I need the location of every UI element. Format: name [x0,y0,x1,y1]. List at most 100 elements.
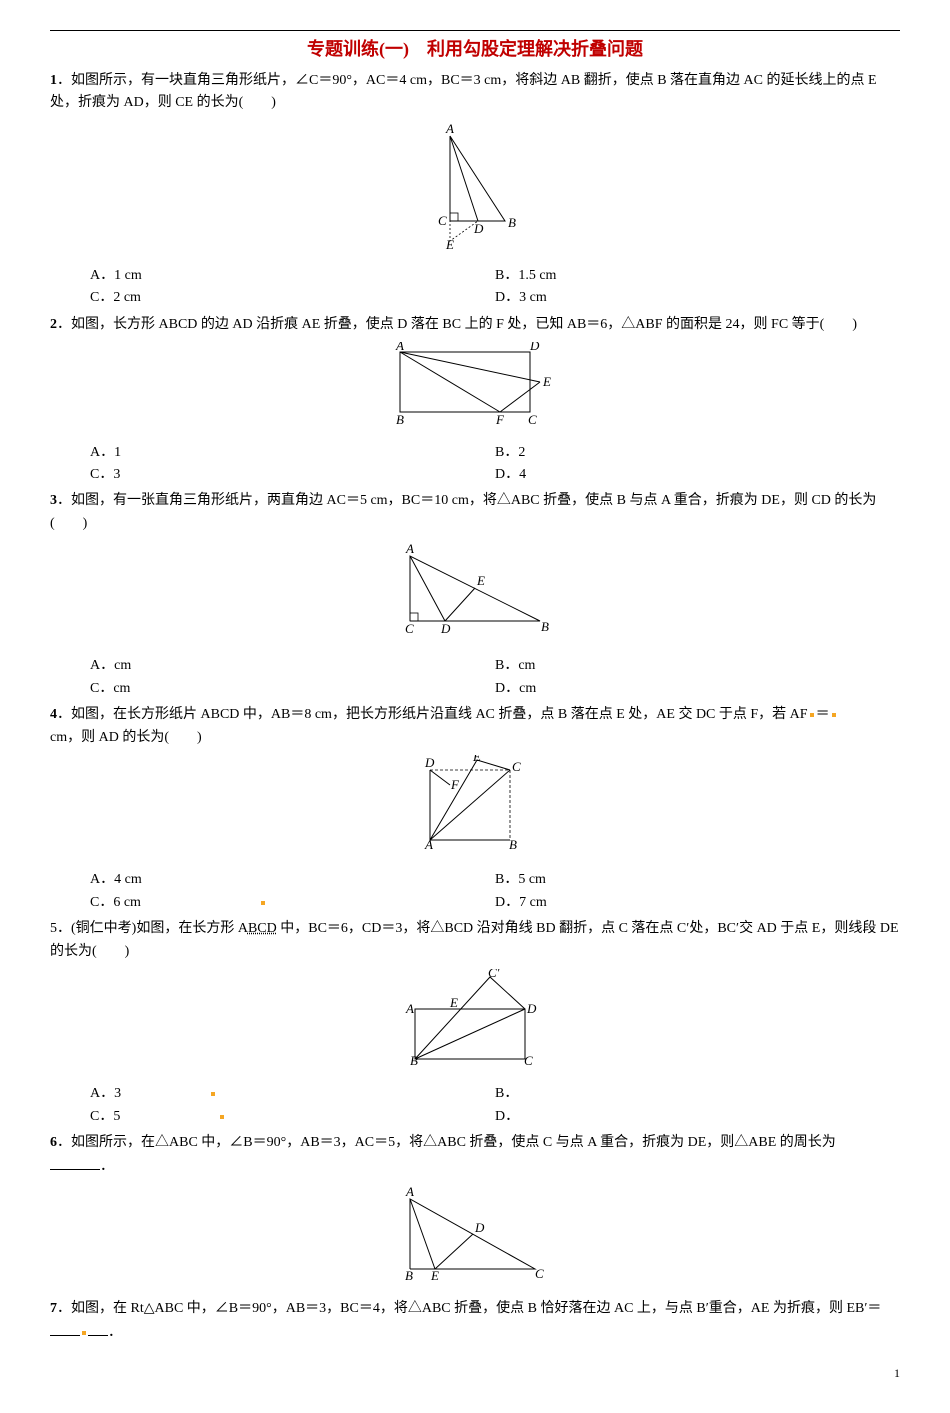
problem-7: 7．如图，在 Rt△ABC 中，∠B＝90°，AB＝3，BC＝4，将△ABC 折… [50,1298,900,1344]
problem-4: 4．如图，在长方形纸片 ABCD 中，AB＝8 cm，把长方形纸片沿直线 AC … [50,704,900,749]
svg-text:B: B [509,837,517,852]
blank-input [50,1155,100,1170]
svg-text:C: C [528,412,537,427]
problem-3: 3．如图，有一张直角三角形纸片，两直角边 AC＝5 cm，BC＝10 cm，将△… [50,490,900,535]
q3-opt-c: C．cm [90,678,495,700]
svg-text:E: E [476,573,485,588]
q2-text: ．如图，长方形 ABCD 的边 AD 沿折痕 AE 折叠，使点 D 落在 BC … [57,317,857,332]
figure-6: A B E C D [50,1184,900,1292]
q2-opt-b: B．2 [495,442,900,464]
q2-num: 2 [50,317,57,332]
svg-text:A: A [445,121,454,136]
q5-opt-c: C．5 [90,1106,495,1128]
q5-text-mid: BCD [248,921,277,936]
page-title: 专题训练(一) 利用勾股定理解决折叠问题 [50,35,900,64]
q4-num: 4 [50,707,57,722]
q4-opt-a: A．4 cm [90,869,495,891]
q4-options: A．4 cm B．5 cm C．6 cm D．7 cm [50,869,900,914]
page-number: 1 [50,1364,900,1383]
q6-text: ．如图所示，在△ABC 中，∠B＝90°，AB＝3，AC＝5，将△ABC 折叠，… [57,1135,836,1150]
svg-text:A: A [395,342,404,353]
q5-options: A．3 B． C．5 D． [50,1083,900,1128]
svg-text:B: B [541,619,549,634]
q2-opt-a: A．1 [90,442,495,464]
figure-4: D C A B E F [50,755,900,863]
svg-text:D: D [529,342,540,353]
q5-opt-a: A．3 [90,1083,495,1105]
q3-opt-a: A．cm [90,655,495,677]
q7-after: ． [108,1325,122,1340]
q6-num: 6 [50,1135,57,1150]
svg-text:B: B [405,1268,413,1283]
svg-text:D: D [474,1220,485,1235]
q3-num: 3 [50,493,57,508]
svg-text:E: E [542,374,551,389]
figure-5: A E D B C C′ [50,969,900,1077]
title-part-black: 专题训练(一) [307,39,427,59]
svg-text:C′: C′ [488,969,500,980]
q4-text-line2: cm，则 AD 的长为( ) [50,730,202,745]
q2-opt-d: D．4 [495,464,900,486]
q5-opt-d: D． [495,1106,900,1128]
q2-opt-c: C．3 [90,464,495,486]
q5-text-before: ．(铜仁中考)如图，在长方形 A [57,921,248,936]
svg-text:A: A [405,1184,414,1199]
svg-text:D: D [473,221,484,236]
dot-icon [261,901,265,905]
svg-text:B: B [508,215,516,230]
q5-opt-b: B． [495,1083,900,1105]
svg-text:A: A [405,541,414,556]
svg-text:F: F [495,412,505,427]
q1-opt-a: A．1 cm [90,265,495,287]
dot-icon [832,713,836,717]
q7-text: ．如图，在 Rt△ABC 中，∠B＝90°，AB＝3，BC＝4，将△ABC 折叠… [57,1301,881,1316]
title-part-red: 利用勾股定理解决折叠问题 [427,39,643,59]
svg-text:C: C [512,759,521,774]
q3-opt-b: B．cm [495,655,900,677]
problem-1: 1．如图所示，有一块直角三角形纸片，∠C＝90°，AC＝4 cm，BC＝3 cm… [50,70,900,115]
q6-after: ． [100,1159,114,1174]
q1-opt-b: B．1.5 cm [495,265,900,287]
svg-text:D: D [526,1001,537,1016]
svg-text:D: D [424,755,435,770]
q7-num: 7 [50,1301,57,1316]
svg-text:B: B [396,412,404,427]
svg-text:F: F [450,777,460,792]
svg-text:E: E [445,237,454,251]
svg-text:A: A [424,837,433,852]
dot-icon [810,713,814,717]
q1-options: A．1 cm B．1.5 cm C．2 cm D．3 cm [50,265,900,310]
svg-text:C: C [405,621,414,636]
svg-text:E: E [430,1268,439,1283]
figure-2: A D E B F C [50,342,900,435]
top-rule [50,30,900,31]
svg-text:D: D [440,621,451,636]
svg-text:E: E [449,995,458,1010]
q1-opt-d: D．3 cm [495,287,900,309]
svg-text:C: C [524,1053,533,1068]
blank-input [88,1321,108,1336]
q1-opt-c: C．2 cm [90,287,495,309]
q2-options: A．1 B．2 C．3 D．4 [50,442,900,487]
blank-input [50,1321,80,1336]
q4-opt-d: D．7 cm [495,892,900,914]
q3-text: ．如图，有一张直角三角形纸片，两直角边 AC＝5 cm，BC＝10 cm，将△A… [50,493,876,530]
q4-opt-c: C．6 cm [90,892,495,914]
dot-icon [82,1331,86,1335]
svg-text:A: A [405,1001,414,1016]
q3-opt-d: D．cm [495,678,900,700]
svg-text:E: E [472,755,481,764]
svg-text:C: C [438,213,447,228]
q4-text-after: ＝ [816,707,830,722]
q1-text: ．如图所示，有一块直角三角形纸片，∠C＝90°，AC＝4 cm，BC＝3 cm，… [50,73,877,110]
q4-text-before: ．如图，在长方形纸片 ABCD 中，AB＝8 cm，把长方形纸片沿直线 AC 折… [57,707,808,722]
q1-num: 1 [50,73,57,88]
problem-5: 5．(铜仁中考)如图，在长方形 ABCD 中，BC＝6，CD＝3，将△BCD 沿… [50,918,900,963]
figure-1: A C B D E [50,121,900,259]
figure-3: A C D B E [50,541,900,649]
dot-icon [220,1115,224,1119]
svg-text:C: C [535,1266,544,1281]
q5-num: 5 [50,921,57,936]
problem-2: 2．如图，长方形 ABCD 的边 AD 沿折痕 AE 折叠，使点 D 落在 BC… [50,314,900,336]
svg-text:B: B [410,1053,418,1068]
